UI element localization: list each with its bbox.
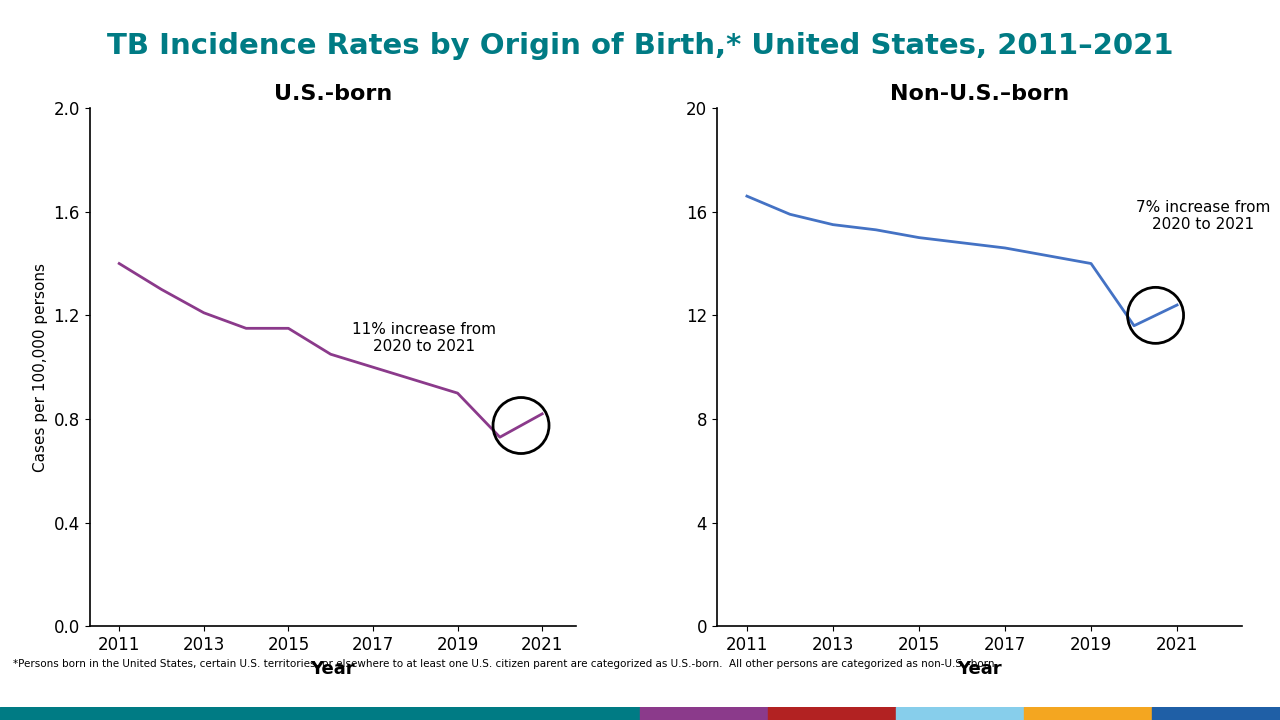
Bar [256, 707, 384, 720]
Bar [640, 707, 768, 720]
Bar [768, 707, 896, 720]
Text: TB Incidence Rates by Origin of Birth,* United States, 2011–2021: TB Incidence Rates by Origin of Birth,* … [106, 32, 1174, 60]
Bar [1024, 707, 1152, 720]
Bar [512, 707, 640, 720]
X-axis label: Year: Year [311, 660, 355, 678]
Text: 11% increase from
2020 to 2021: 11% increase from 2020 to 2021 [352, 322, 495, 354]
Text: *Persons born in the United States, certain U.S. territories, or elsewhere to at: *Persons born in the United States, cert… [13, 659, 997, 669]
Bar [1152, 707, 1280, 720]
Bar [384, 707, 512, 720]
Title: U.S.-born: U.S.-born [274, 84, 392, 104]
X-axis label: Year: Year [957, 660, 1001, 678]
Bar [0, 707, 128, 720]
Bar [896, 707, 1024, 720]
Y-axis label: Cases per 100,000 persons: Cases per 100,000 persons [33, 263, 47, 472]
Title: Non-U.S.–born: Non-U.S.–born [890, 84, 1069, 104]
Text: 7% increase from
2020 to 2021: 7% increase from 2020 to 2021 [1135, 200, 1270, 233]
Bar [128, 707, 256, 720]
